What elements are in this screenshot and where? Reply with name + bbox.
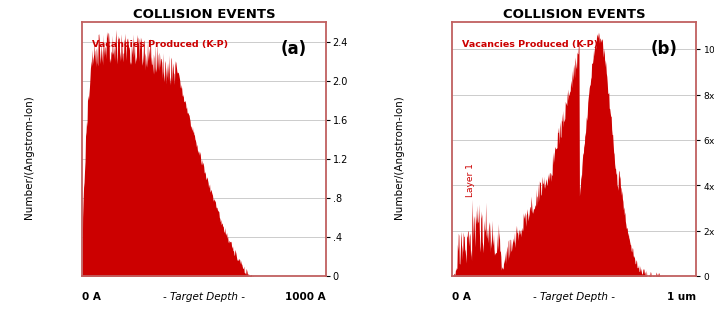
Text: (a): (a) — [281, 40, 307, 58]
Text: - Target Depth -: - Target Depth - — [533, 292, 615, 301]
Text: (b): (b) — [651, 40, 678, 58]
Text: 0 A: 0 A — [82, 292, 101, 301]
Text: Layer 1: Layer 1 — [96, 163, 104, 197]
Text: 0 A: 0 A — [453, 292, 471, 301]
Text: Vacancies Produced (K-P): Vacancies Produced (K-P) — [92, 40, 228, 49]
Text: 1 um: 1 um — [667, 292, 696, 301]
Text: Layer 1: Layer 1 — [466, 163, 475, 197]
Text: Vacancies Produced (K-P): Vacancies Produced (K-P) — [462, 40, 598, 49]
Text: Number/(Angstrom-Ion): Number/(Angstrom-Ion) — [394, 95, 404, 219]
Title: COLLISION EVENTS: COLLISION EVENTS — [133, 8, 276, 21]
Title: COLLISION EVENTS: COLLISION EVENTS — [503, 8, 645, 21]
Text: - Target Depth -: - Target Depth - — [163, 292, 245, 301]
Text: 1000 A: 1000 A — [285, 292, 326, 301]
Text: Number/(Angstrom-Ion): Number/(Angstrom-Ion) — [24, 95, 34, 219]
